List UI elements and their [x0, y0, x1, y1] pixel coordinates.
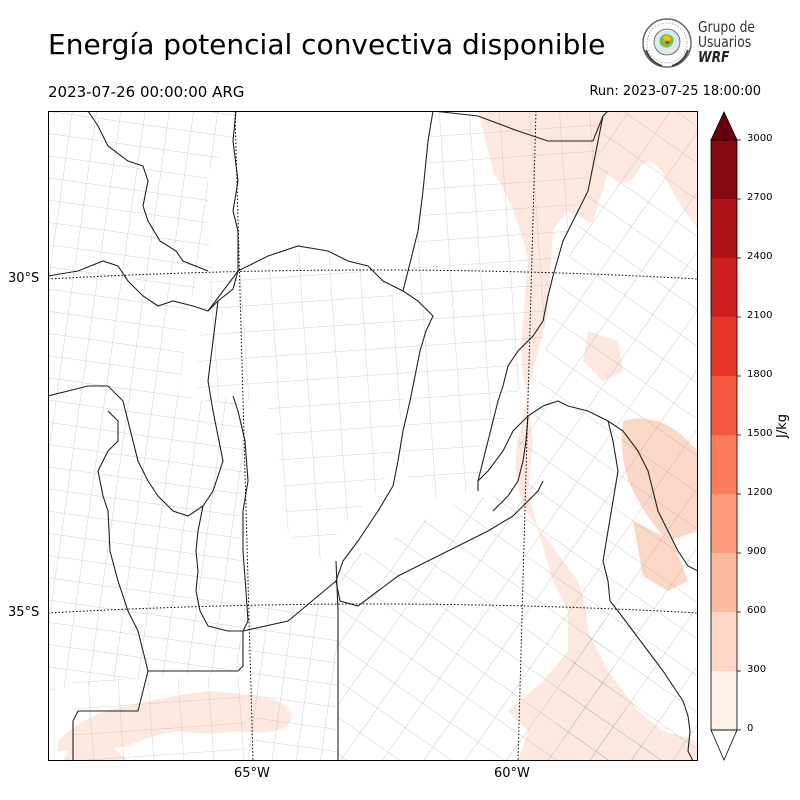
colorbar-tick-label: 1800 [747, 369, 773, 380]
province-border-15 [335, 560, 339, 761]
department-boundaries [48, 111, 698, 761]
colorbar-units: J/kg [775, 414, 790, 438]
lat-label-35s: 35°S [8, 605, 40, 620]
province-border-10 [477, 115, 604, 491]
province-border-3 [48, 300, 224, 517]
logo-line-3: WRF [698, 48, 730, 66]
dept-region-buenos-aires [338, 491, 668, 761]
province-border-14 [602, 420, 619, 602]
province-border-2 [87, 111, 209, 272]
colorbar [710, 111, 741, 762]
colorbar-tick-label: 1500 [747, 428, 773, 439]
logo-emblem-icon [642, 18, 692, 68]
lon-label-60w: 60°W [494, 766, 530, 781]
province-border-1 [48, 111, 239, 312]
colorbar-tick-label: 900 [747, 546, 767, 557]
colorbar-bin [711, 258, 737, 317]
colorbar-tick-label: 300 [747, 664, 767, 675]
run-time: Run: 2023-07-25 18:00:00 [589, 84, 761, 99]
dept-region-center [196, 251, 420, 561]
dept-region-south [73, 676, 248, 761]
graticule [48, 111, 698, 761]
colorbar-bin [711, 317, 737, 376]
colorbar-bin [711, 494, 737, 553]
colorbar-bin [711, 553, 737, 612]
colorbar-under-triangle [710, 729, 738, 762]
colorbar-tick-label: 600 [747, 605, 767, 616]
dept-region-east [518, 111, 698, 761]
colorbar-tick-label: 2700 [747, 192, 773, 203]
colorbar-over-triangle [710, 111, 738, 141]
province-border-6 [72, 410, 149, 761]
valid-time: 2023-07-26 00:00:00 ARG [48, 83, 245, 101]
dept-region-lapampa [243, 606, 338, 761]
map-frame [48, 111, 698, 761]
colorbar-bin [711, 140, 737, 199]
lon-label-65w: 65°W [234, 766, 270, 781]
province-boundaries [48, 111, 698, 761]
colorbar-bin [711, 612, 737, 671]
province-border-7 [148, 631, 244, 672]
colorbar-bin [711, 671, 737, 730]
province-border-16 [242, 580, 337, 632]
province-border-11 [335, 480, 544, 607]
map-panel [48, 111, 698, 761]
logo-line-2: Usuarios [698, 33, 752, 51]
colorbar-tick-label: 3000 [747, 133, 773, 144]
dept-region-northeast [403, 111, 608, 501]
logo-line-1: Grupo de [698, 18, 756, 36]
province-border-4 [207, 245, 434, 487]
coastline [609, 600, 694, 761]
map-title: Energía potencial convectiva disponible [48, 28, 606, 61]
colorbar-bin [711, 199, 737, 258]
colorbar-tick-label: 2100 [747, 310, 773, 321]
graticule-lat-35 [48, 603, 698, 614]
colorbar-tick-label: 1200 [747, 487, 773, 498]
province-border-8 [402, 111, 434, 292]
lat-label-30s: 30°S [8, 271, 40, 286]
colorbar-bin [711, 376, 737, 435]
graticule-lat-30 [48, 269, 698, 280]
colorbar-tick-label: 2400 [747, 251, 773, 262]
dept-region-nw [48, 111, 236, 411]
province-border-13 [492, 415, 529, 512]
logo: Grupo de Usuarios WRF [638, 16, 778, 76]
colorbar-tick-label: 0 [747, 723, 754, 734]
colorbar-bin [711, 435, 737, 494]
dept-region-west [48, 371, 245, 691]
